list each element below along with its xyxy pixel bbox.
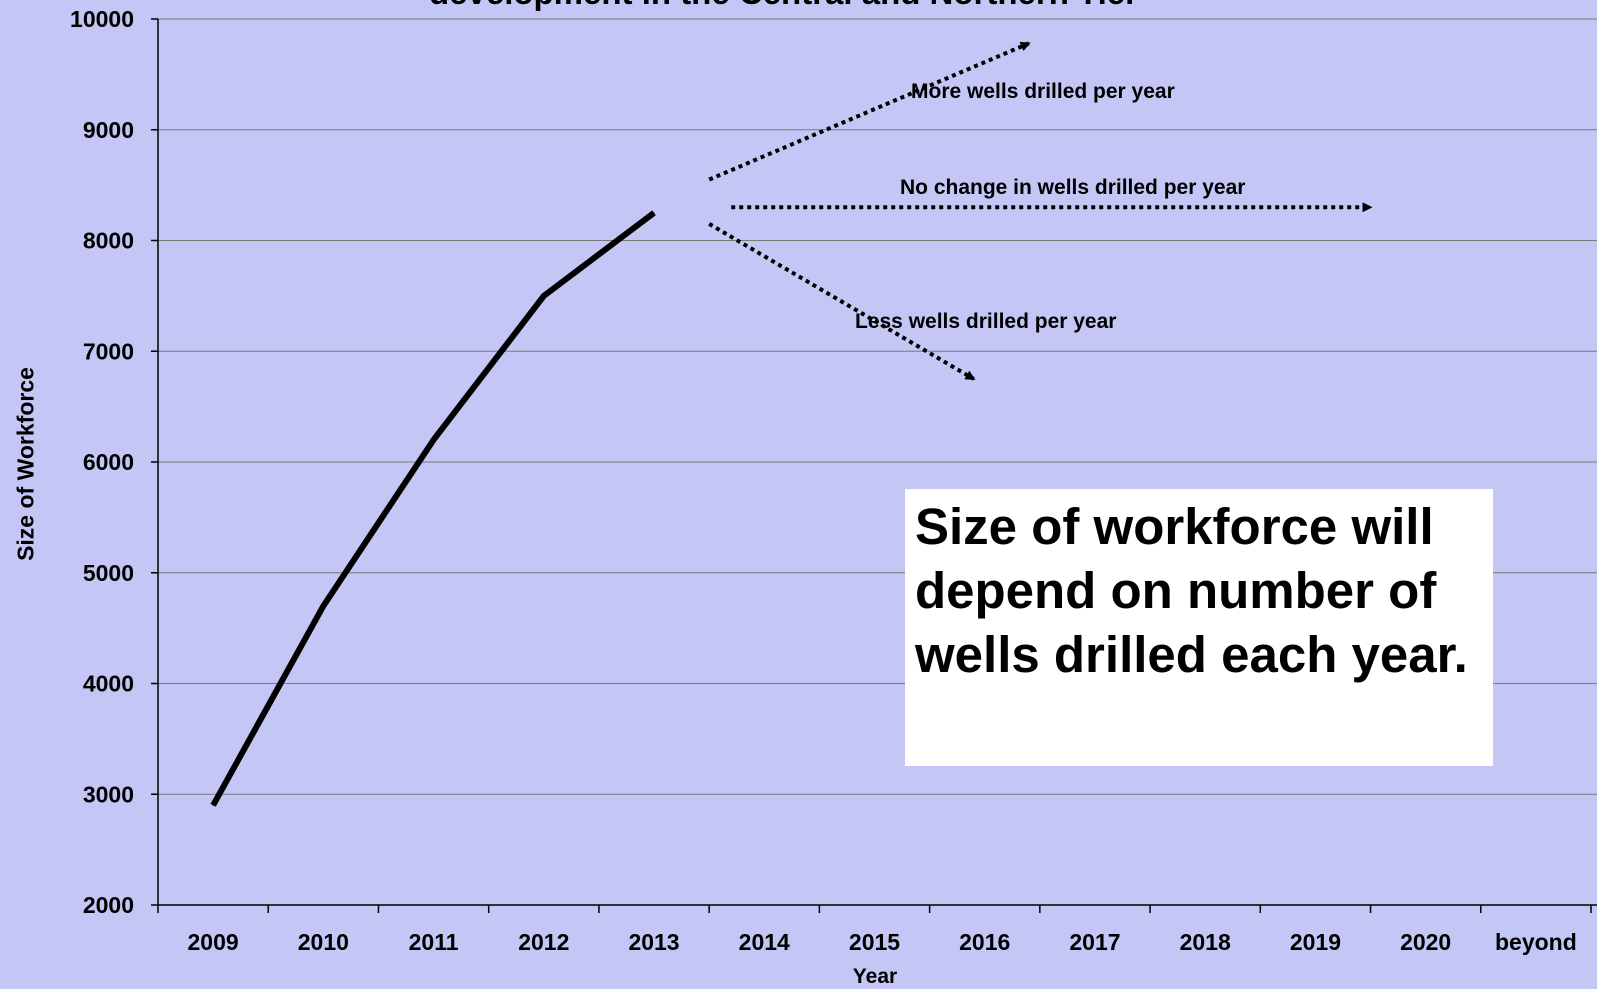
y-axis-label: Size of Workforce	[12, 367, 39, 561]
x-tick-label: 2020	[1400, 929, 1451, 955]
y-tick-label: 9000	[83, 117, 134, 143]
x-tick-label: 2011	[409, 929, 459, 955]
x-axis-label: Year	[852, 965, 898, 988]
axis-layer: 2000 3000 4000 5000 6000 7000 8000 9000 10000 200…	[70, 6, 1597, 955]
series-line-0	[210, 210, 656, 807]
annotation-less-wells: Less wells drilled per year	[855, 310, 1117, 333]
series-point	[212, 804, 214, 806]
x-tick-label: 2018	[1180, 929, 1231, 955]
annotation-more-wells: More wells drilled per year	[911, 80, 1175, 103]
y-tick-label: 6000	[83, 449, 134, 475]
y-tick-label: 7000	[83, 338, 134, 364]
series-point	[543, 295, 545, 297]
y-tick-label: 4000	[83, 671, 134, 697]
y-tick-label: 5000	[83, 560, 134, 586]
x-tick-label: 2009	[188, 929, 239, 955]
series-layer	[210, 210, 656, 807]
x-tick-label: 2010	[298, 929, 349, 955]
x-tick-label: 2015	[849, 929, 900, 955]
series-point	[653, 212, 655, 214]
scenario-arrow-0	[708, 41, 1031, 182]
x-tick-label: 2014	[739, 929, 790, 955]
scenario-arrow-2	[708, 222, 976, 381]
x-tick-label: 2012	[518, 929, 569, 955]
series-point	[322, 605, 324, 607]
note-text: Size of workforce will depend on number …	[915, 498, 1468, 683]
chart-title: development in the Central and Northern …	[0, 0, 1582, 12]
scenario-layer	[708, 41, 1373, 381]
y-tick-label: 8000	[83, 228, 134, 254]
y-tick-label: 10000	[70, 6, 134, 32]
x-tick-label: 2016	[959, 929, 1010, 955]
x-tick-label: 2013	[628, 929, 679, 955]
note-box: Size of workforce will depend on number …	[905, 489, 1493, 766]
x-tick-label: 2019	[1290, 929, 1341, 955]
y-tick-label: 3000	[83, 781, 134, 807]
y-tick-label: 2000	[83, 892, 134, 918]
series-point	[433, 439, 435, 441]
x-tick-label: 2017	[1069, 929, 1120, 955]
annotation-no-change: No change in wells drilled per year	[900, 176, 1246, 199]
x-tick-label: beyond	[1495, 929, 1577, 955]
